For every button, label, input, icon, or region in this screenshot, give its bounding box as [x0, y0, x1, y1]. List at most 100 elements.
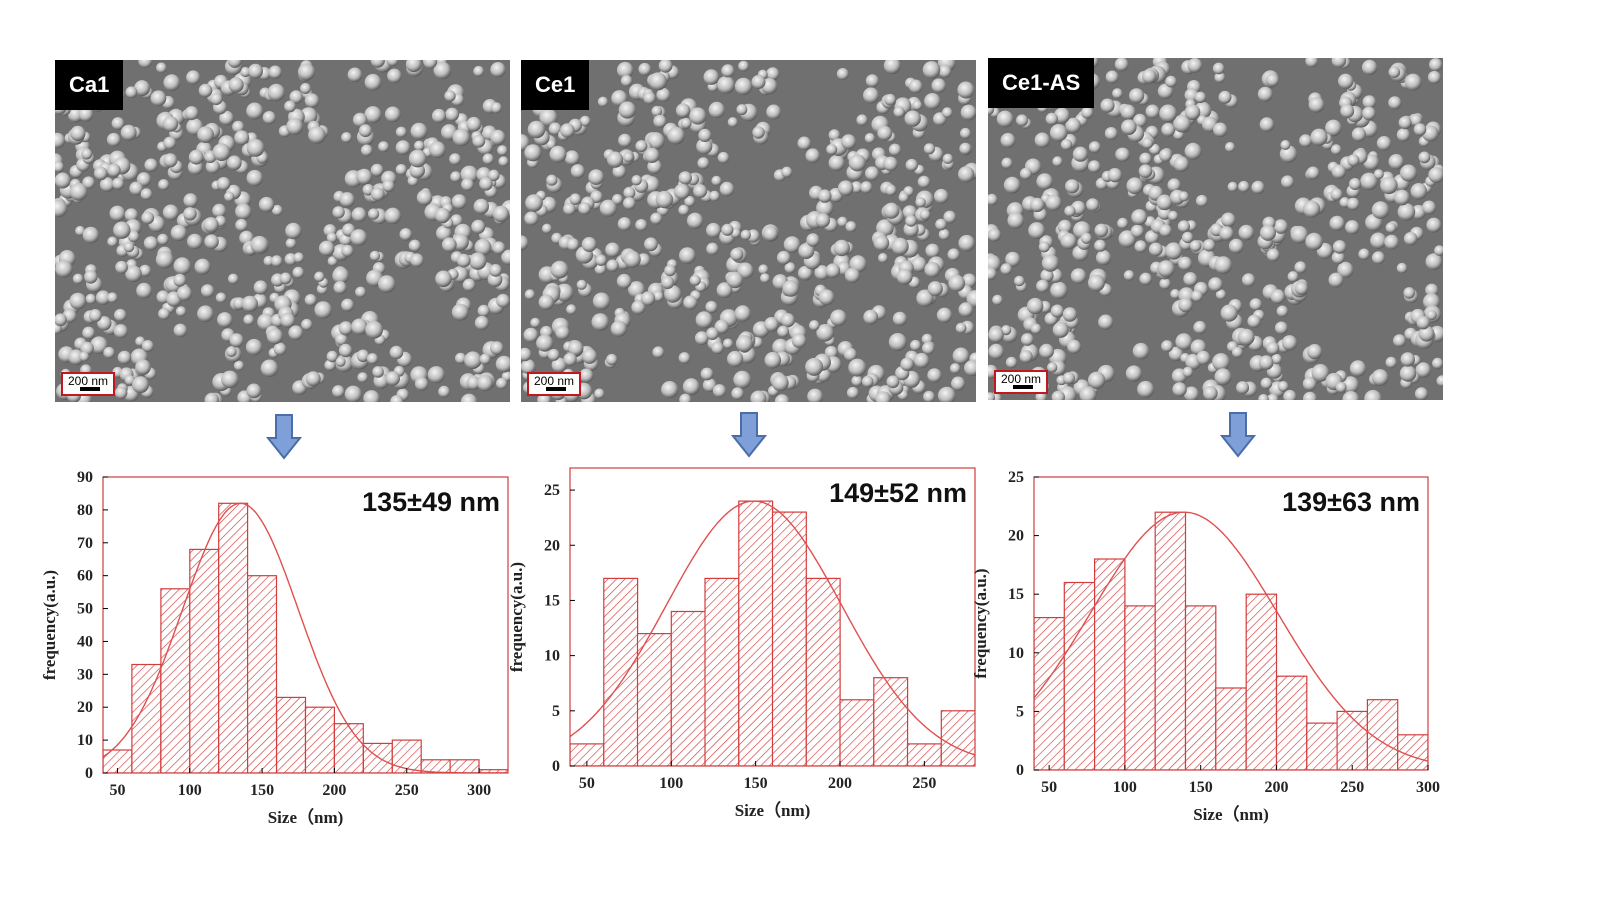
sem-particle — [1036, 279, 1050, 293]
sem-particle — [364, 73, 382, 91]
sem-particle — [55, 132, 66, 149]
sem-particle — [1266, 393, 1279, 400]
sem-particle — [541, 223, 552, 234]
sem-particle — [1195, 194, 1208, 207]
sem-particle — [569, 193, 582, 205]
sem-particle — [389, 345, 404, 360]
histogram-bar — [636, 633, 672, 766]
sem-particle — [653, 114, 667, 128]
sem-particle — [435, 270, 452, 288]
sem-particle — [1183, 386, 1199, 400]
sem-particle — [473, 65, 485, 77]
sem-particle — [1045, 112, 1058, 126]
sem-particle — [1311, 364, 1330, 382]
sem-particle — [335, 356, 346, 367]
sem-particle — [479, 353, 491, 365]
sem-particle — [923, 390, 935, 402]
sem-particle — [1236, 381, 1250, 395]
histogram-bar — [449, 759, 480, 773]
sem-particle — [490, 341, 504, 355]
sem-particle — [369, 250, 380, 261]
sem-particle — [1030, 197, 1045, 213]
sem-particle — [1411, 204, 1426, 220]
scale-bar-line — [80, 387, 100, 391]
sem-particle — [730, 247, 744, 261]
sem-particle — [405, 60, 422, 73]
sem-particle — [807, 388, 823, 402]
y-tick-label: 50 — [77, 601, 93, 618]
sem-particle — [280, 312, 296, 328]
sem-particle — [836, 68, 849, 80]
sem-particle — [931, 78, 947, 93]
sem-particle — [674, 183, 690, 200]
sem-particle — [1081, 106, 1094, 119]
sem-particle — [466, 116, 482, 132]
sem-particle — [647, 159, 662, 174]
sem-particle — [433, 61, 452, 80]
y-tick-label: 15 — [1008, 586, 1024, 603]
sem-particle — [1178, 191, 1189, 202]
sem-particle — [141, 211, 155, 225]
sem-particle — [386, 60, 399, 67]
sem-particle — [837, 216, 848, 227]
sem-particle — [270, 255, 283, 267]
sem-particle — [55, 172, 71, 189]
sem-particle — [385, 371, 401, 386]
bars — [1034, 511, 1428, 770]
sem-particle — [845, 221, 857, 233]
sem-particle — [1429, 58, 1443, 72]
sem-particle — [740, 229, 751, 241]
sem-particle — [479, 177, 493, 191]
histogram-bar — [160, 588, 191, 773]
scale-bar-line — [1013, 385, 1033, 389]
sem-particle — [1403, 232, 1418, 246]
sem-particle — [1016, 114, 1028, 127]
sem-particle — [830, 309, 847, 327]
sem-particle — [250, 235, 269, 254]
x-tick-label: 150 — [744, 775, 768, 792]
sem-particle — [1202, 239, 1216, 252]
sem-particle — [888, 143, 902, 156]
sem-particle — [678, 171, 692, 185]
sem-particle — [318, 240, 335, 257]
sem-particle — [129, 181, 144, 196]
sem-particle — [683, 295, 698, 310]
sem-particle — [351, 318, 368, 335]
sem-particle — [563, 202, 576, 216]
sem-particle — [714, 319, 729, 334]
sem-particle — [416, 189, 433, 206]
y-tick-label: 10 — [77, 732, 93, 749]
sem-particle — [496, 293, 510, 308]
sem-particle — [115, 260, 128, 274]
sem-particle — [1041, 254, 1059, 272]
sem-particle — [878, 253, 888, 263]
gaussian-fit-line — [1034, 511, 1428, 762]
sem-particle — [1331, 58, 1347, 68]
x-tick-label: 250 — [1340, 779, 1364, 796]
sem-particle — [1049, 124, 1068, 142]
sem-particle — [1398, 116, 1412, 130]
sem-particle — [863, 87, 879, 104]
sem-particle — [581, 237, 597, 252]
sem-particle — [721, 223, 734, 236]
sem-particle — [326, 350, 338, 363]
sem-particle — [84, 270, 98, 284]
sem-particle — [816, 199, 834, 217]
sem-particle — [1138, 164, 1153, 178]
sem-particle — [727, 350, 744, 368]
sem-particle — [314, 301, 333, 319]
sem-particle — [490, 102, 502, 114]
sem-particle — [791, 333, 807, 349]
sem-particle — [1148, 242, 1163, 257]
sem-particle — [1087, 274, 1105, 292]
sem-particle — [78, 106, 94, 122]
sem-particle — [99, 177, 115, 192]
sem-particle — [550, 260, 569, 279]
sem-particle — [738, 60, 749, 72]
sem-particle — [1310, 128, 1328, 146]
sem-particle — [925, 243, 940, 258]
sem-particle — [616, 273, 632, 289]
sem-particle — [103, 346, 115, 359]
sem-particle — [235, 218, 248, 232]
sem-particle — [549, 145, 567, 163]
